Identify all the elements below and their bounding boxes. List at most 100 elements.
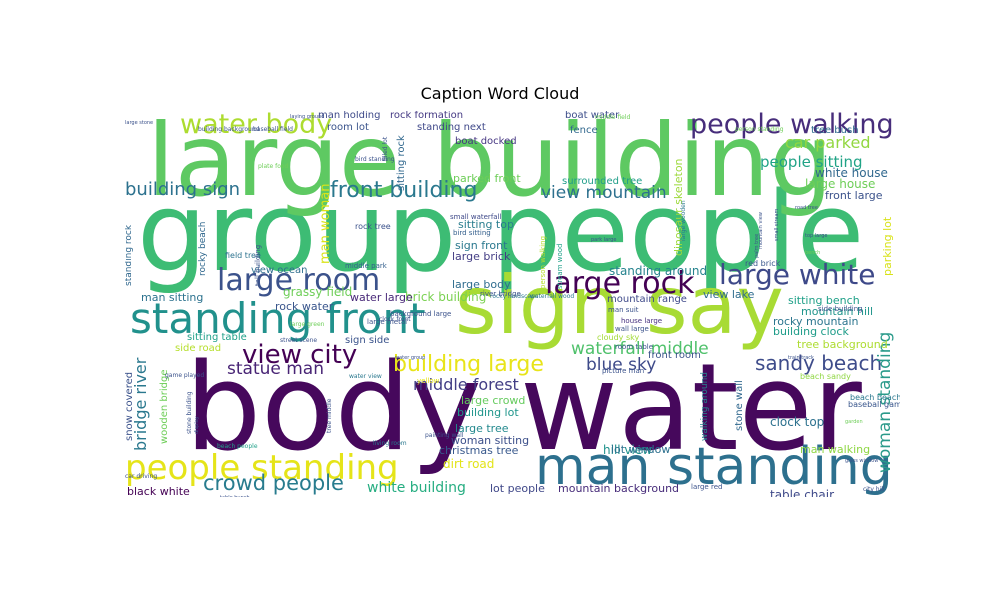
word: baseball field <box>253 126 293 133</box>
word: bridge river <box>131 357 150 451</box>
word: large house <box>805 177 876 191</box>
word: large brick <box>452 250 511 263</box>
word: person walking <box>539 235 547 289</box>
word: bird sitting <box>453 229 491 237</box>
word: beach sandy <box>800 372 851 381</box>
word: filled lot <box>382 136 389 161</box>
word: large white <box>719 258 876 291</box>
word: woman sitting <box>451 434 530 447</box>
word: waterfall middle <box>571 339 709 359</box>
word: people standing <box>125 448 399 488</box>
word: group people <box>137 168 865 296</box>
word: small waterfall <box>450 213 502 221</box>
word: road tree <box>795 205 818 211</box>
word: rocky landscape <box>490 293 539 300</box>
word: stream wood <box>556 243 564 290</box>
word: lot window <box>611 443 671 456</box>
word: standing rock <box>125 224 134 286</box>
word: sitting bench <box>788 294 860 307</box>
word: building sign <box>125 179 241 200</box>
word: mountain background <box>558 482 680 495</box>
word: middle park <box>345 262 387 270</box>
word: top large <box>805 233 828 239</box>
word: rock tree <box>355 222 391 231</box>
word: brick building <box>405 290 487 304</box>
word: sign say <box>455 259 784 352</box>
word: car driving <box>125 473 158 480</box>
word: grassy field <box>283 285 353 299</box>
word: stone wall <box>734 380 745 431</box>
word: rocky beach <box>198 221 208 276</box>
word: large body <box>452 278 511 291</box>
word: laying ground <box>290 114 325 120</box>
word: yellow <box>417 377 440 385</box>
word: sign side <box>345 335 390 346</box>
chart-title: Caption Word Cloud <box>420 84 580 103</box>
word: field tree <box>225 251 261 260</box>
word: middle field <box>595 114 631 121</box>
word: view city <box>242 340 358 370</box>
word: bird standing <box>355 156 395 163</box>
word: statue man <box>227 359 324 379</box>
word: park large <box>591 237 617 243</box>
word: clock top <box>770 415 825 429</box>
word: man woman <box>318 183 333 264</box>
word: fence <box>570 125 598 136</box>
word: clock front <box>379 316 411 323</box>
word: water group <box>395 355 426 361</box>
word: picture man <box>602 367 645 375</box>
word: dirt road <box>443 457 495 471</box>
word: middle forest <box>413 375 519 394</box>
word: man sitting <box>141 291 204 304</box>
word: train track <box>788 355 814 361</box>
word: house large <box>621 317 663 325</box>
word: large crowd <box>461 394 526 407</box>
word: large red <box>691 483 723 491</box>
word: surrounded tree <box>562 176 643 187</box>
word: standing front <box>130 294 426 343</box>
word: tree background <box>797 338 888 351</box>
word: sitting top <box>458 218 514 231</box>
word: table chair <box>770 488 835 497</box>
word: people sitting <box>760 153 863 171</box>
word: large room <box>217 263 381 298</box>
word: boat water <box>565 111 620 121</box>
word: standing next <box>417 122 486 133</box>
word: large tree <box>455 422 509 435</box>
word: tall building <box>254 244 262 286</box>
word: large green <box>290 321 325 328</box>
word: water large <box>350 291 413 304</box>
word: large rock <box>545 266 695 301</box>
word: mountain range <box>607 294 687 305</box>
word: side building <box>818 305 863 313</box>
word: room table <box>615 343 654 351</box>
word: building lot <box>457 406 519 419</box>
word: table bunch <box>220 496 250 498</box>
word: building clock <box>773 325 849 338</box>
word: man standing <box>535 437 893 497</box>
word: small stream <box>774 208 780 241</box>
word: large building <box>147 111 833 219</box>
word: sign front <box>455 239 508 252</box>
word: blue sky <box>586 355 657 375</box>
word: parked front <box>453 172 521 185</box>
word: hill view <box>603 443 653 457</box>
word: tree middle <box>326 398 333 433</box>
word: garden <box>845 419 863 425</box>
word: living room <box>373 440 407 447</box>
word-cloud: body water group people large building s… <box>125 111 900 497</box>
word: room lot <box>327 122 369 133</box>
word: christmas tree <box>439 444 519 457</box>
word: man suit <box>608 306 639 314</box>
word: front large <box>825 189 883 202</box>
word: water body <box>180 111 333 140</box>
word: snow covered <box>125 371 135 441</box>
word: waterfall wood <box>530 293 575 300</box>
word: red brick <box>745 259 781 268</box>
word: white house <box>815 166 888 180</box>
word: glass window <box>845 458 879 464</box>
word: rock formation <box>390 111 464 121</box>
word: parking lot <box>881 216 894 276</box>
word: wall large <box>615 325 649 333</box>
word: river bridge <box>480 290 521 298</box>
